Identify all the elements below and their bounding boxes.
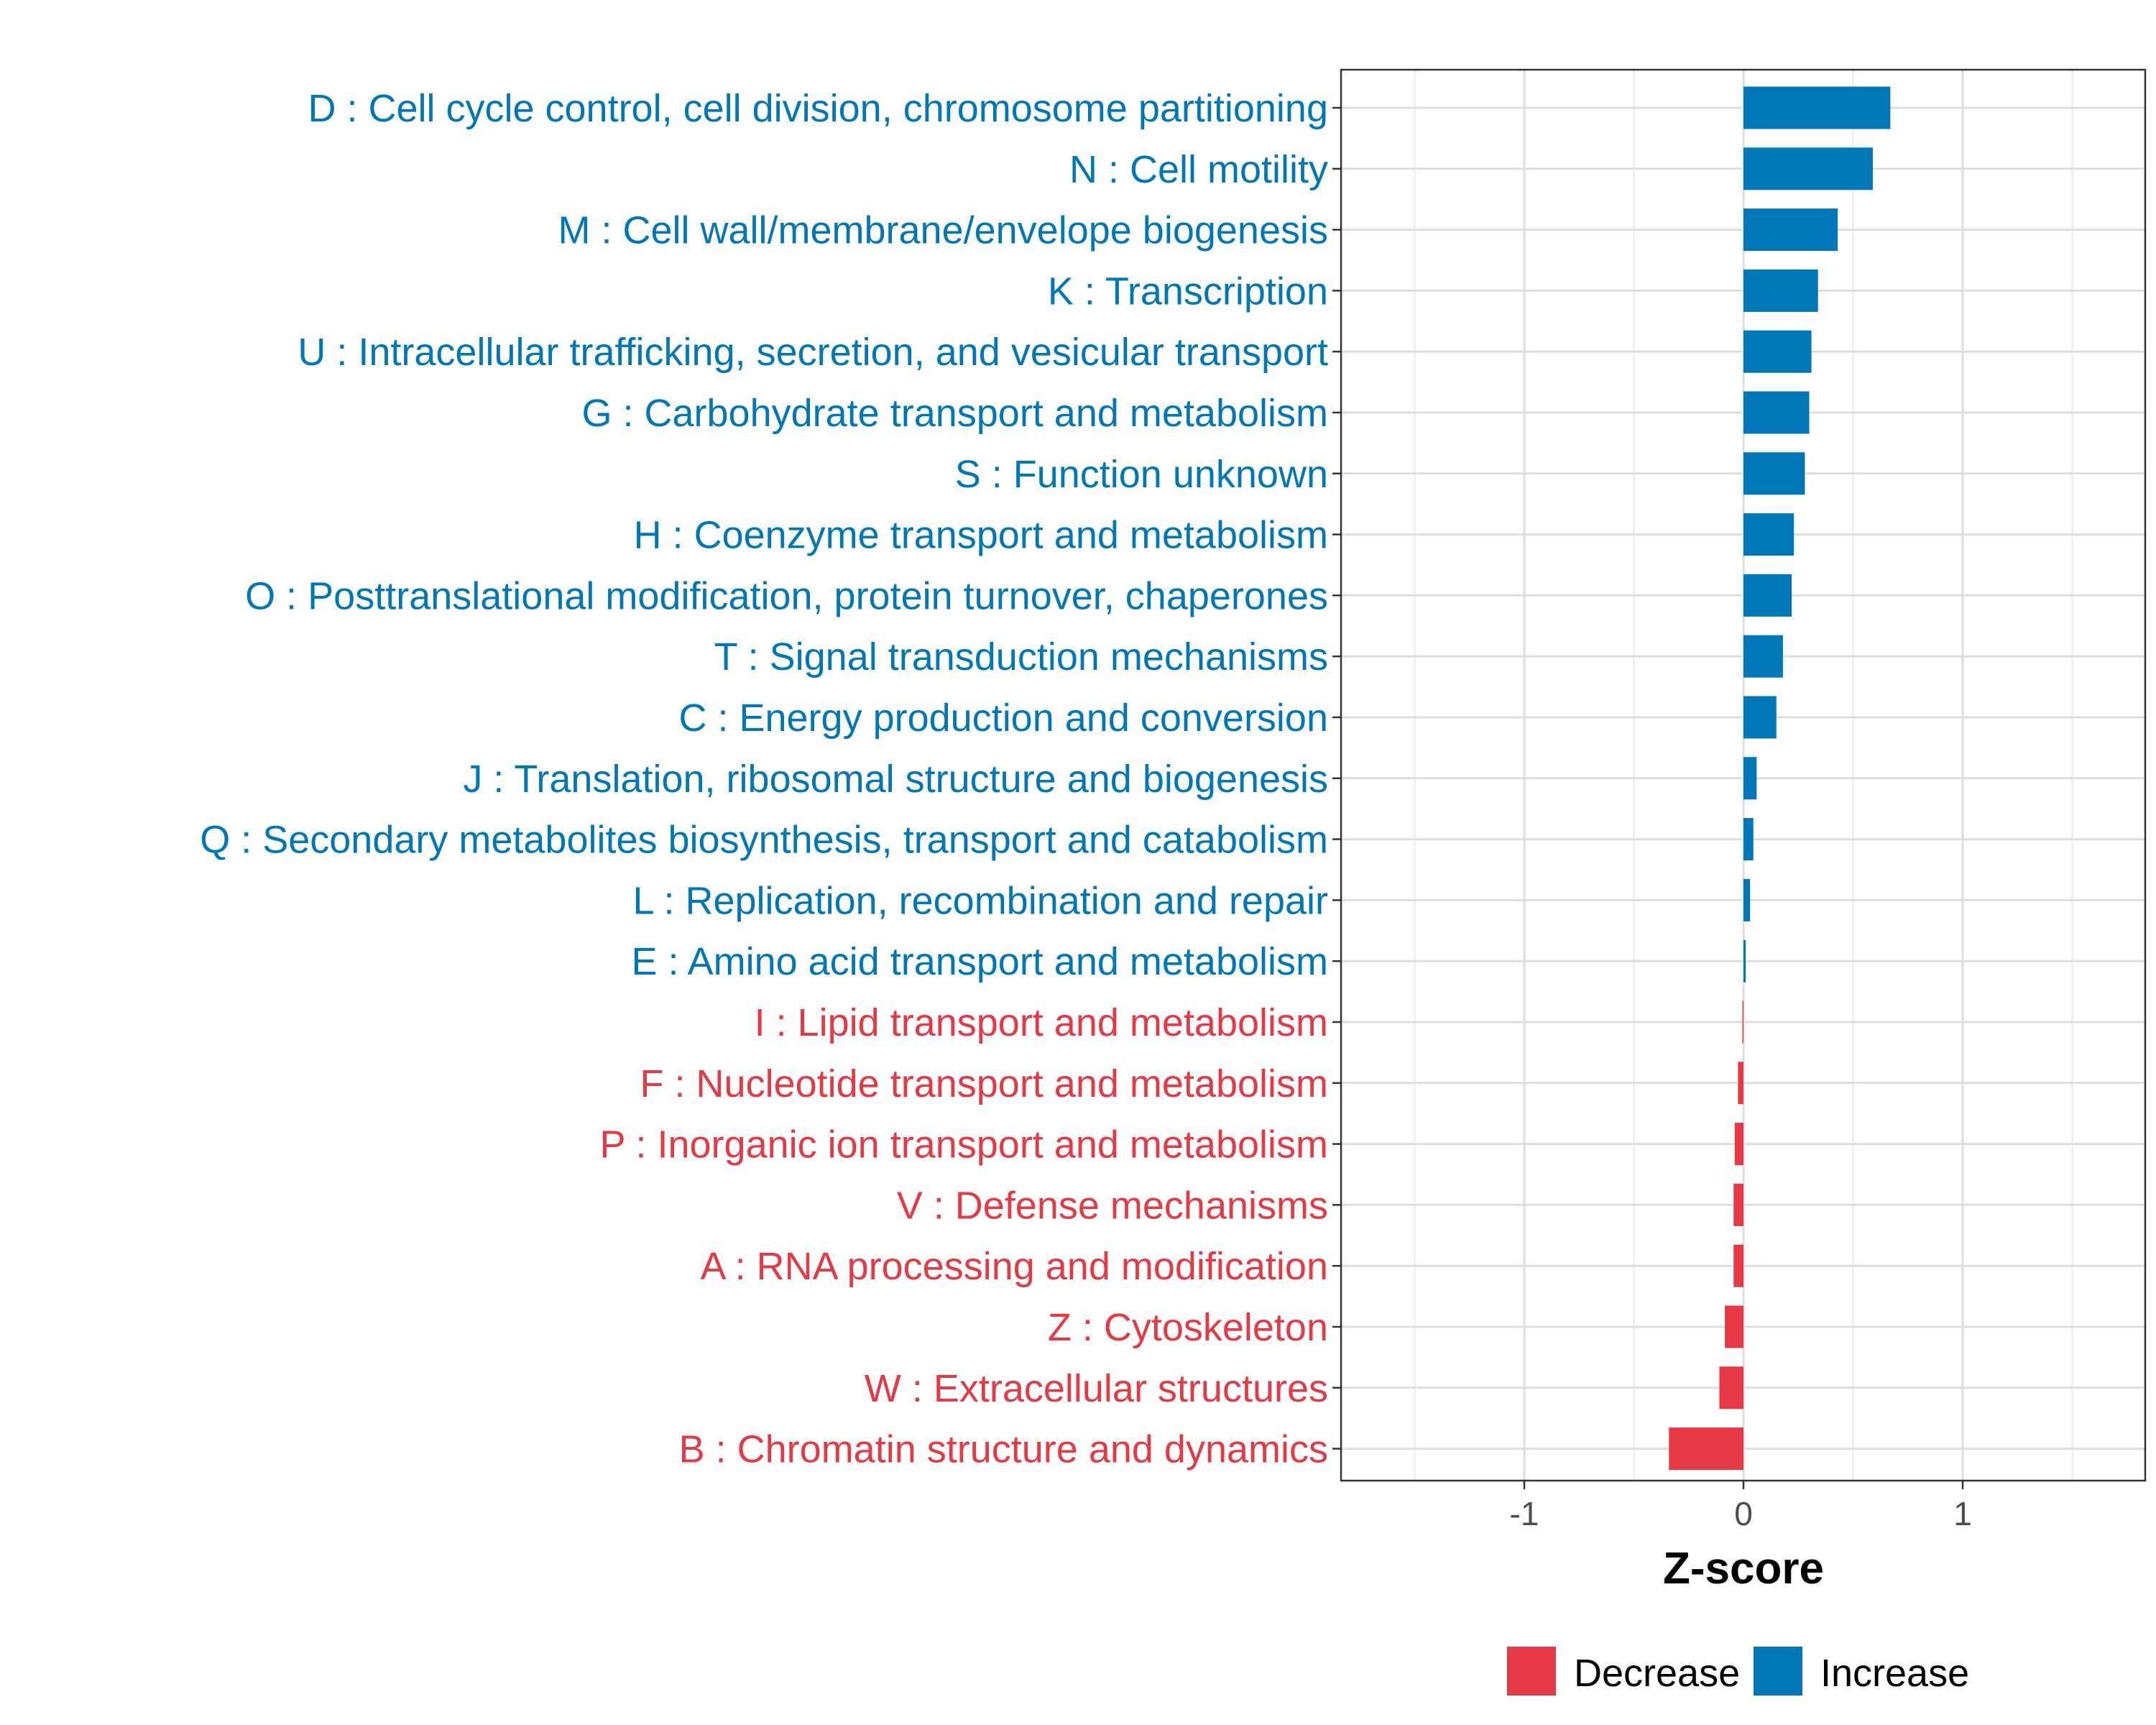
bar [1743,86,1891,129]
category-label: K : Transcription [1048,270,1328,313]
category-labels: D : Cell cycle control, cell division, c… [200,87,1328,1471]
category-label: E : Amino acid transport and metabolism [632,940,1328,983]
y-axis-ticks [1332,106,1341,1450]
bar [1743,330,1812,373]
bar [1743,452,1805,495]
bar [1743,878,1751,921]
bar [1733,1244,1743,1287]
bar [1734,1123,1743,1166]
bars [1669,86,1891,1471]
category-label: I : Lipid transport and metabolism [755,1001,1328,1044]
bar [1743,757,1757,800]
category-label: O : Posttranslational modification, prot… [245,574,1328,617]
bar [1743,939,1746,983]
bar [1742,1000,1743,1044]
category-label: G : Carbohydrate transport and metabolis… [582,392,1329,435]
bar [1743,818,1754,861]
category-label: C : Energy production and conversion [678,696,1328,740]
bar [1743,696,1777,739]
legend-label-increase: Increase [1820,1652,1969,1695]
category-label: D : Cell cycle control, cell division, c… [308,87,1328,130]
x-tick-label: -1 [1510,1495,1539,1532]
legend-key-decrease [1507,1647,1556,1696]
category-label: A : RNA processing and modification [701,1245,1328,1288]
bar [1738,1062,1743,1105]
legend: Decrease Increase [1507,1647,1969,1696]
bar [1743,147,1873,190]
category-label: W : Extracellular structures [865,1367,1328,1410]
bar [1669,1427,1743,1471]
category-label: N : Cell motility [1069,148,1328,191]
bar [1719,1366,1743,1409]
x-axis-tick-labels: -1 0 1 [1510,1495,1972,1532]
category-label: B : Chromatin structure and dynamics [679,1428,1328,1471]
legend-label-decrease: Decrease [1574,1652,1740,1695]
x-axis-ticks [1523,1481,1964,1489]
legend-key-increase [1754,1647,1802,1696]
x-tick-label: 1 [1953,1495,1972,1532]
category-label: S : Function unknown [955,453,1328,496]
category-label: U : Intracellular trafficking, secretion… [298,331,1328,374]
category-label: Z : Cytoskeleton [1048,1306,1328,1349]
category-label: Q : Secondary metabolites biosynthesis, … [200,819,1328,862]
category-label: T : Signal transduction mechanisms [714,635,1328,678]
category-label: J : Translation, ribosomal structure and… [463,758,1328,801]
category-label: H : Coenzyme transport and metabolism [634,514,1328,557]
category-label: M : Cell wall/membrane/envelope biogenes… [558,209,1328,252]
bar [1743,635,1783,678]
bar [1743,391,1810,434]
bar [1743,208,1838,252]
bar [1725,1305,1743,1348]
category-label: P : Inorganic ion transport and metaboli… [599,1123,1328,1167]
bar [1743,513,1795,556]
category-label: F : Nucleotide transport and metabolism [640,1062,1328,1105]
category-label: L : Replication, recombination and repai… [632,879,1328,922]
bar [1743,574,1792,617]
bar [1733,1183,1743,1226]
bar [1743,269,1818,312]
x-tick-label: 0 [1734,1495,1753,1532]
category-label: V : Defense mechanisms [897,1184,1328,1227]
x-axis-title: Z-score [1663,1544,1824,1593]
